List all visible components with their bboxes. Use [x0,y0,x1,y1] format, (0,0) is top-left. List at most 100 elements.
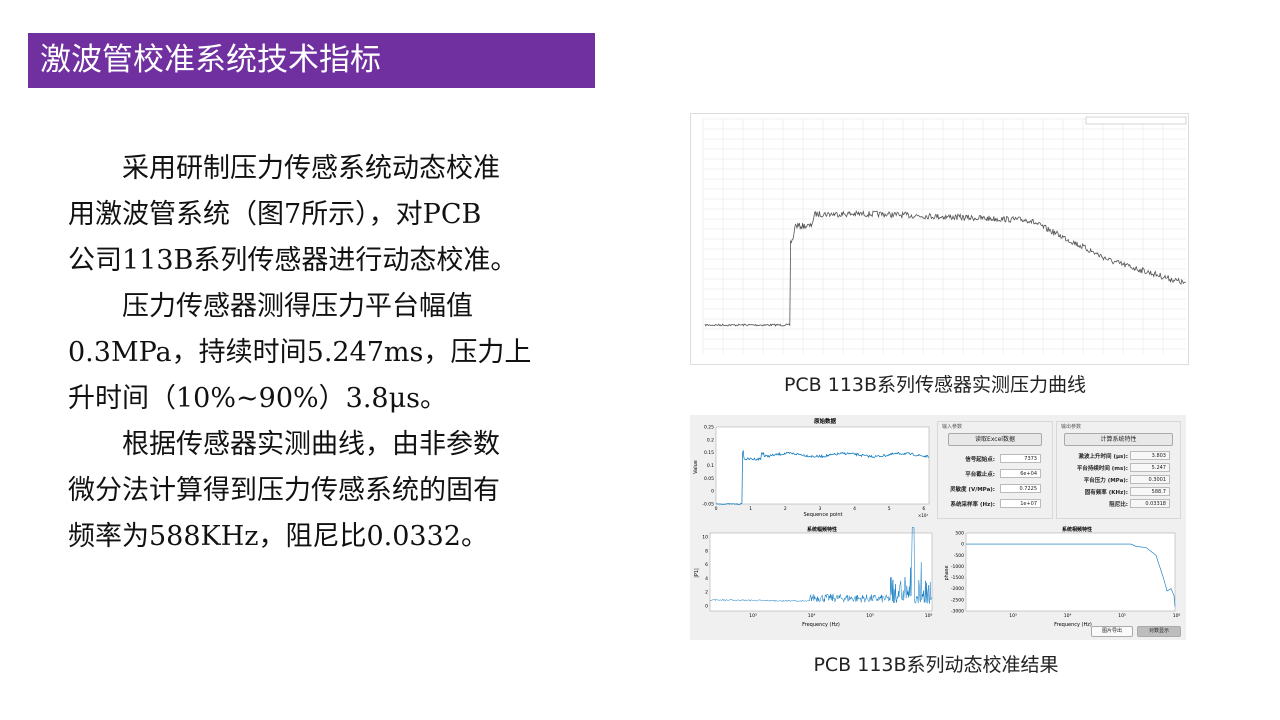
param-value-field: 0.3001 [1130,475,1170,484]
y-tick-label: 2 [705,590,708,596]
y-tick-label: -3000 [951,609,964,615]
param-label: 平台持续时间 (ms): [1076,466,1128,472]
phase-series-line [966,543,1176,607]
x-tick-label: 10³ [749,613,757,619]
input-group-title: 输入参数 [942,424,963,430]
export-image-button[interactable]: 图片导出 [1091,626,1133,637]
x-tick-label: 10⁵ [1118,613,1126,619]
body-line: 压力传感器测得压力平台幅值 [68,291,473,322]
param-value-field[interactable]: 0.7225 [1000,484,1041,493]
param-label: 固有频率 (KHz): [1084,490,1128,496]
y-tick-label: 0.1 [707,463,714,469]
raw-plot-ylabel: Value [693,460,699,474]
pressure-series-line [704,209,1186,327]
y-tick-label: -2000 [951,586,964,592]
body-line: 频率为588KHz，阻尼比0.0332。 [68,521,488,552]
y-tick-label: 0.15 [704,450,714,456]
x-tick-label: 10⁶ [1173,613,1181,619]
param-label: 阻尼比: [1109,502,1128,508]
body-line: 微分法计算得到压力传感系统的固有 [68,475,500,506]
phase-plot-xlabel: Frequency (Hz) [1054,622,1092,628]
plot-area [715,426,930,505]
x-tick-label: 10⁴ [1064,613,1072,619]
raw-plot-x-exponent: ×10⁴ [918,513,928,518]
y-tick-label: 500 [955,531,964,537]
figure1-caption: PCB 113B系列传感器实测压力曲线 [783,374,1087,396]
body-text: 采用研制压力传感系统动态校准 用激波管系统（图7所示），对PCB 公司113B系… [68,146,608,560]
y-tick-label: 0 [961,542,964,548]
y-tick-label: 6 [705,562,708,568]
y-tick-label: 0.05 [704,476,714,482]
body-line: 根据传感器实测曲线，由非参数 [68,429,500,460]
raw-data-plot: 原始数据 Value Sequence point ×10⁴ 0.25 0.2 0.… [693,417,930,518]
x-tick-label: 10⁶ [925,613,933,619]
x-tick-label: 0 [715,506,718,512]
phase-plot-title: 系统相频特性 [1062,526,1092,533]
read-excel-button[interactable]: 读取Excel数据 [948,433,1042,446]
y-tick-label: -2500 [951,597,964,603]
body-line: 公司113B系列传感器进行动态校准。 [68,245,518,276]
param-label: 系统采样率 (Hz): [950,502,995,508]
raw-plot-xlabel: Sequence point [803,512,842,518]
input-params-group: 输入参数 读取Excel数据 信号起始点: 7373 平台截止点: 6e+04 灵敏度 … [937,421,1053,519]
param-value-field: 5.247 [1130,463,1170,472]
param-value-field[interactable]: 1e+07 [1000,499,1041,508]
y-tick-label: -500 [954,553,964,559]
y-tick-label: -1500 [951,575,964,581]
raw-plot-title: 原始数据 [814,417,837,425]
raw-series-line [715,449,930,505]
plot-area [709,532,933,612]
plot-area [965,532,1176,612]
pressure-curve-image [690,113,1189,365]
amp-plot-title: 系统幅频特性 [807,526,837,533]
param-value-field: 588.7 [1130,487,1170,496]
phase-frequency-plot: 系统相频特性 phase Frequency (Hz) 500 0 -500 -100… [944,526,1181,628]
param-label: 激波上升时间 (μs): [1078,454,1128,460]
y-tick-label: 0.2 [707,437,714,443]
y-tick-label: 8 [705,548,708,554]
param-label: 平台截止点: [965,472,995,478]
slide-title: 激波管校准系统技术指标 [28,33,595,88]
body-line: 采用研制压力传感系统动态校准 [68,153,500,184]
calibration-software-image: 原始数据 Value Sequence point ×10⁴ 0.25 0.2 0.… [690,415,1186,640]
param-value-field: 0.03318 [1130,499,1170,508]
param-value-field: 3.803 [1130,451,1170,460]
body-line: 0.3MPa，持续时间5.247ms，压力上 [68,337,532,368]
y-tick-label: 0.25 [704,425,714,431]
amp-plot-xlabel: Frequency (Hz) [802,622,840,628]
legend-box [1085,116,1187,125]
amp-plot-ylabel: |P1| [694,568,700,578]
y-tick-label: -1000 [951,564,964,570]
compute-characteristics-button[interactable]: 计算系统特性 [1064,433,1173,446]
x-tick-label: 2 [784,506,787,512]
output-group-title: 输出参数 [1061,424,1082,430]
x-tick-label: 10⁵ [866,613,874,619]
log-display-button[interactable]: 对数显示 [1137,626,1181,637]
x-tick-label: 10³ [1009,613,1017,619]
phase-plot-ylabel: phase [944,565,950,580]
y-tick-label: 0 [711,489,714,495]
body-line: 用激波管系统（图7所示），对PCB [68,199,482,230]
x-tick-label: 1 [749,506,752,512]
x-tick-label: 3 [818,506,821,512]
param-value-field[interactable]: 7373 [1000,454,1041,463]
body-line: 升时间（10%~90%）3.8μs。 [68,383,447,414]
x-tick-label: 5 [888,506,891,512]
output-params-group: 输出参数 计算系统特性 激波上升时间 (μs): 3.803 平台持续时间 (ms)… [1056,421,1181,519]
pressure-curve-plot [702,116,1187,354]
amplitude-series-line [709,527,933,604]
x-tick-label: 10⁴ [808,613,816,619]
param-value-field[interactable]: 6e+04 [1000,469,1041,478]
y-tick-label: 0 [705,604,708,610]
param-label: 平台压力 (MPa): [1083,478,1128,484]
y-tick-label: -0.05 [702,502,714,508]
param-label: 灵敏度 (V/MPa): [950,487,995,493]
figure2-caption: PCB 113B系列动态校准结果 [813,654,1059,676]
y-tick-label: 4 [705,576,708,582]
param-label: 信号起始点: [965,457,995,463]
amplitude-frequency-plot: 系统幅频特性 |P1| Frequency (Hz) 10 8 6 4 2 0 10³ 10⁴… [694,526,933,628]
x-tick-label: 6 [922,506,925,512]
x-tick-label: 4 [853,506,856,512]
y-tick-label: 10 [702,535,708,541]
